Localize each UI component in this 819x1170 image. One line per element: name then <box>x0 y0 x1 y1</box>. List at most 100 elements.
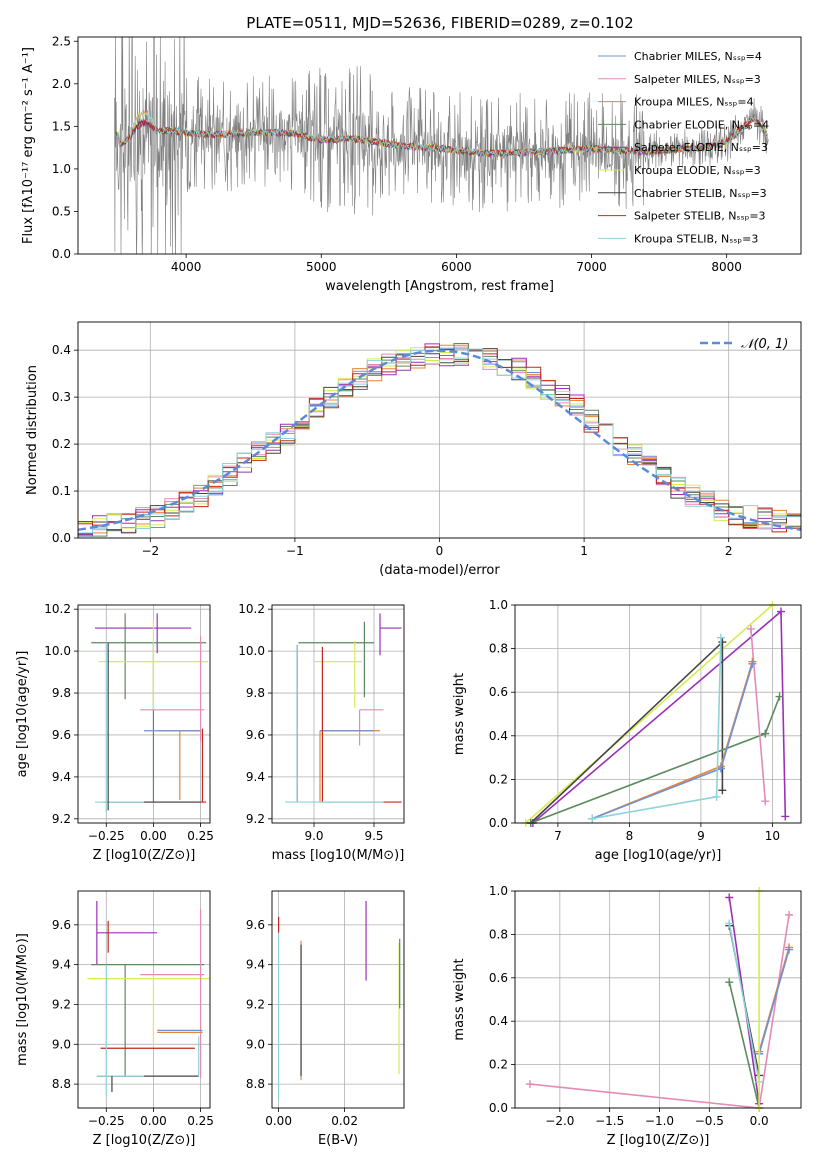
weight-vs-age-ylabel: mass weight <box>452 673 467 755</box>
x-tick-label: 2 <box>725 544 733 558</box>
y-tick-label: 0.8 <box>489 927 508 941</box>
x-tick-label: 0.00 <box>140 829 167 843</box>
y-tick-label: 9.6 <box>52 728 71 742</box>
y-tick-label: 8.8 <box>246 1077 265 1091</box>
mass-vs-Z-xlabel: Z [log10(Z/Z⊙)] <box>93 1133 196 1148</box>
y-tick-label: 2.5 <box>52 34 71 48</box>
legend-label: Kroupa MILES, Nₛₛₚ=4 <box>634 96 754 109</box>
y-tick-label: 9.0 <box>246 1037 265 1051</box>
age-vs-mass-xlabel: mass [log10(M/M⊙)] <box>272 848 405 863</box>
y-tick-label: 10.0 <box>238 644 265 658</box>
y-tick-label: 8.8 <box>52 1077 71 1091</box>
x-tick-label: 4000 <box>171 260 202 274</box>
y-tick-label: 0.4 <box>489 1014 508 1028</box>
y-tick-label: 1.0 <box>52 162 71 176</box>
y-tick-label: 2.0 <box>52 77 71 91</box>
x-tick-label: −1.5 <box>595 1114 624 1128</box>
age-vs-Z-frame <box>78 605 210 823</box>
spectrum-xlabel: wavelength [Angstrom, rest frame] <box>325 279 554 294</box>
weight-point-marker <box>761 797 769 805</box>
mass-vs-EBV-xlabel: E(B-V) <box>318 1133 358 1148</box>
age-vs-mass-axes: 9.0 9.5 9.2 9.4 9.6 9.8 10.0 10.2 <box>238 602 404 843</box>
y-tick-label: 9.8 <box>52 686 71 700</box>
y-tick-label: 0.0 <box>52 247 71 261</box>
y-tick-label: 0.6 <box>489 971 508 985</box>
y-tick-label: 1.0 <box>489 598 508 612</box>
y-tick-label: 1.5 <box>52 119 71 133</box>
y-tick-label: 9.2 <box>52 812 71 826</box>
x-tick-label: 0 <box>436 544 444 558</box>
legend-label: Chabrier ELODIE, Nₛₛₚ=4 <box>634 118 769 131</box>
weight-point-marker <box>761 730 769 738</box>
y-tick-label: 0.2 <box>52 437 71 451</box>
x-tick-label: 0.25 <box>187 829 214 843</box>
weight-series-line <box>592 662 752 819</box>
x-tick-label: −1.0 <box>645 1114 674 1128</box>
weight-point-marker <box>588 815 596 823</box>
y-tick-label: 9.2 <box>246 812 265 826</box>
x-tick-label: 7000 <box>576 260 607 274</box>
weight-vs-Z-ylabel: mass weight <box>452 958 467 1040</box>
x-tick-label: −0.5 <box>695 1114 724 1128</box>
x-tick-label: −0.25 <box>88 829 125 843</box>
mass-vs-Z-frame <box>78 891 210 1108</box>
legend-label: Salpeter STELIB, Nₛₛₚ=3 <box>634 210 766 223</box>
y-tick-label: 9.2 <box>52 997 71 1011</box>
residuals-xlabel: (data-model)/error <box>379 563 500 578</box>
y-tick-label: 0.8 <box>489 642 508 656</box>
plot-layer: 4000 5000 6000 7000 8000 0.0 0.5 1.0 1.5 2.0 2.5 wa… <box>15 0 801 1148</box>
y-tick-label: 9.6 <box>52 918 71 932</box>
y-tick-label: 9.4 <box>246 958 265 972</box>
y-tick-label: 0.0 <box>489 816 508 830</box>
legend-label: Kroupa STELIB, Nₛₛₚ=3 <box>634 232 758 245</box>
x-tick-label: −2.0 <box>545 1114 574 1128</box>
weight-point-marker <box>717 634 725 642</box>
x-tick-label: 9 <box>697 829 705 843</box>
age-vs-Z-axes: −0.25 0.00 0.25 9.2 9.4 9.6 9.8 10.0 10.2 <box>44 602 214 843</box>
x-tick-label: 0.00 <box>265 1114 292 1128</box>
spectrum-plot-area <box>115 0 769 268</box>
weight-series-line <box>531 642 723 823</box>
x-tick-label: 9.5 <box>364 829 383 843</box>
y-tick-label: 9.4 <box>52 770 71 784</box>
y-tick-label: 0.5 <box>52 204 71 218</box>
residuals-ylabel: Normed distribution <box>25 365 40 495</box>
mass-vs-EBV-frame <box>272 891 404 1108</box>
x-tick-label: −2 <box>141 544 159 558</box>
mass-vs-EBV-axes: 0.00 0.028.89.09.29.49.6 <box>246 891 404 1128</box>
figure-title: PLATE=0511, MJD=52636, FIBERID=0289, z=0… <box>246 14 633 32</box>
legend-label: 𝒩(0, 1) <box>741 337 788 352</box>
mass-vs-Z-axes: −0.25 0.00 0.25 8.8 9.0 9.2 9.4 9.6 <box>52 891 214 1128</box>
y-tick-label: 0.2 <box>489 1058 508 1072</box>
y-tick-label: 9.8 <box>246 686 265 700</box>
x-tick-label: 0.02 <box>331 1114 358 1128</box>
x-tick-label: 8000 <box>711 260 742 274</box>
spectrum-ylabel: Flux [fλ10⁻¹⁷ erg cm⁻² s⁻¹ A⁻¹] <box>21 47 36 244</box>
x-tick-label: 8 <box>626 829 634 843</box>
y-tick-label: 10.2 <box>238 602 265 616</box>
y-tick-label: 10.0 <box>44 644 71 658</box>
y-tick-label: 0.4 <box>52 343 71 357</box>
legend-label: Salpeter MILES, Nₛₛₚ=3 <box>634 73 761 86</box>
legend-label: Salpeter ELODIE, Nₛₛₚ=3 <box>634 141 768 154</box>
age-vs-mass-frame <box>272 605 404 823</box>
weight-vs-age-xlabel: age [log10(age/yr)] <box>595 848 722 863</box>
weight-point-marker <box>526 1080 534 1088</box>
x-tick-label: −1 <box>286 544 304 558</box>
x-tick-label: 0.25 <box>187 1114 214 1128</box>
mass-vs-Z-ylabel: mass [log10(M/M⊙)] <box>15 933 30 1066</box>
x-tick-label: 0.0 <box>750 1114 769 1128</box>
weight-series-line <box>526 605 773 823</box>
weight-point-marker <box>713 793 721 801</box>
weight-point-marker <box>725 978 733 986</box>
y-tick-label: 0.3 <box>52 390 71 404</box>
y-tick-label: 10.2 <box>44 602 71 616</box>
spectrum-legend: Chabrier MILES, Nₛₛₚ=4 Salpeter MILES, Nₛ… <box>598 50 769 245</box>
x-tick-label: 0.00 <box>140 1114 167 1128</box>
weight-point-marker <box>725 894 733 902</box>
x-tick-label: 9.0 <box>304 829 323 843</box>
weight-series-line <box>759 950 789 1054</box>
weight-point-marker <box>785 911 793 919</box>
x-tick-label: 10 <box>765 829 780 843</box>
legend-label: Chabrier STELIB, Nₛₛₚ=3 <box>634 187 767 200</box>
